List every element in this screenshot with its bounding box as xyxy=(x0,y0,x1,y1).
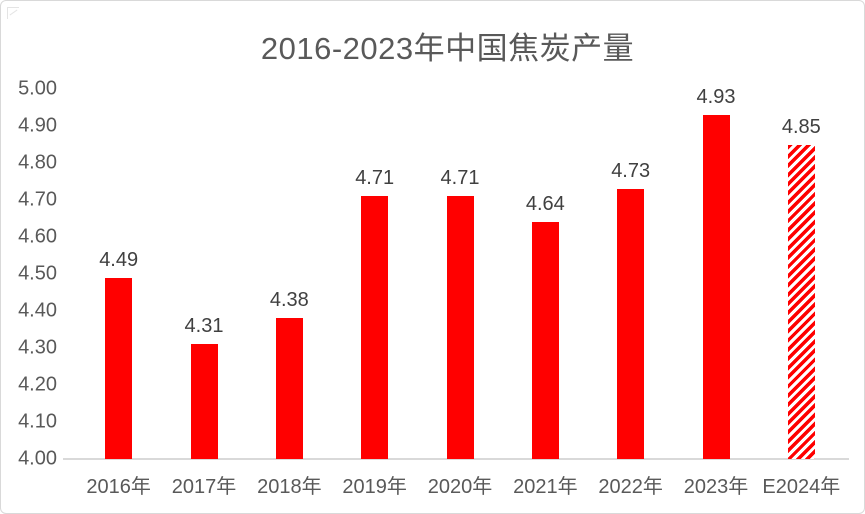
broken-image-artifact xyxy=(7,7,19,19)
x-axis-category-label: 2022年 xyxy=(598,476,663,498)
y-axis-tick-label: 4.00 xyxy=(18,447,57,470)
x-axis-category-label: 2023年 xyxy=(683,476,749,498)
bar xyxy=(190,344,218,459)
bar xyxy=(617,188,645,459)
chart-title: 2016-2023年中国焦炭产量 xyxy=(260,31,635,66)
y-axis-tick-label: 5.00 xyxy=(18,77,57,100)
bar xyxy=(275,318,303,459)
y-axis-tick-label: 4.70 xyxy=(18,188,57,211)
bar-value-label: 4.71 xyxy=(440,167,480,190)
y-axis-tick-label: 4.50 xyxy=(18,262,57,285)
x-axis-category-label: 2018年 xyxy=(257,476,322,498)
y-axis-tick-label: 4.90 xyxy=(18,114,57,137)
y-axis-tick-label: 4.10 xyxy=(18,410,57,433)
x-axis-category-label: 2020年 xyxy=(427,476,493,498)
y-axis-tick-label: 4.60 xyxy=(18,225,57,248)
bar xyxy=(361,196,389,459)
bar xyxy=(105,277,133,459)
y-axis-tick-label: 4.40 xyxy=(18,299,57,322)
bar-value-label: 4.71 xyxy=(355,167,395,190)
y-axis-tick-label: 4.80 xyxy=(18,151,57,174)
y-axis-tick-label: 4.30 xyxy=(18,336,57,359)
bar-value-label: 4.85 xyxy=(781,115,821,138)
x-axis-category-label: 2016年 xyxy=(86,476,151,498)
bar-value-label: 4.93 xyxy=(696,85,736,108)
x-axis-line xyxy=(63,458,849,460)
bar xyxy=(446,196,474,459)
x-axis-category-label: 2021年 xyxy=(513,476,578,498)
y-axis-tick-label: 4.20 xyxy=(18,373,57,396)
x-axis-category-label: 2017年 xyxy=(171,476,237,498)
bar-estimate xyxy=(787,144,815,459)
bar-value-label: 4.49 xyxy=(99,248,139,271)
bar-value-label: 4.38 xyxy=(269,289,309,312)
bar-value-label: 4.64 xyxy=(525,193,565,216)
bar-value-label: 4.31 xyxy=(184,315,224,338)
x-axis-category-label: E2024年 xyxy=(762,476,841,498)
x-axis-category-label: 2019年 xyxy=(342,476,407,498)
bar xyxy=(702,114,730,459)
bar-value-label: 4.73 xyxy=(611,159,651,182)
bar xyxy=(531,222,559,459)
